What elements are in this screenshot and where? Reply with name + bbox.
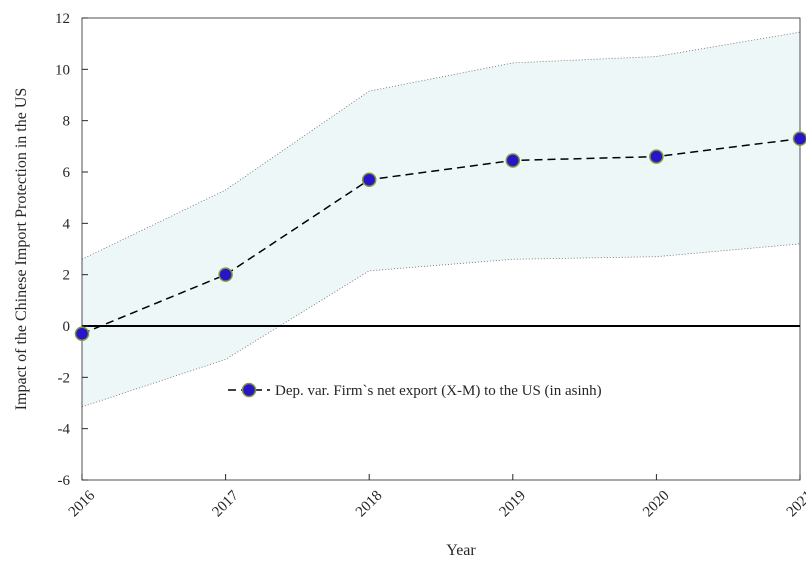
legend-label: Dep. var. Firm`s net export (X-M) to the…: [275, 383, 602, 399]
y-tick-label: 2: [63, 268, 71, 284]
series-line: [81, 137, 801, 335]
plot-frame: [81, 17, 801, 481]
marker: [649, 149, 664, 164]
y-tick-label: 4: [63, 216, 71, 232]
y-tick-label: 12: [55, 11, 70, 27]
marker: [361, 172, 377, 187]
x-tick-label: 2020: [640, 488, 673, 521]
x-axis-label: Year: [446, 542, 476, 559]
marker: [74, 326, 90, 341]
x-tick-label: 2021: [784, 488, 806, 521]
x-tick-label: 2016: [66, 487, 99, 520]
legend-marker: [241, 382, 257, 398]
y-tick-label: -6: [58, 473, 71, 489]
y-tick-label: -4: [58, 422, 71, 438]
band-lower: [81, 243, 801, 408]
x-tick-label: 2018: [353, 488, 386, 521]
marker: [218, 267, 233, 282]
y-tick-label: 10: [55, 62, 70, 78]
y-tick-label: 0: [63, 319, 71, 335]
x-tick-label: 2019: [497, 488, 530, 521]
marker: [792, 131, 806, 146]
y-tick-label: 6: [63, 165, 71, 181]
x-tick-label: 2017: [209, 487, 242, 520]
y-tick-label: 8: [63, 114, 71, 130]
marker: [505, 153, 521, 168]
band-upper: [81, 31, 801, 260]
y-tick-label: -2: [58, 370, 71, 386]
confidence-band: [82, 32, 800, 407]
y-axis-label: Impact of the Chinese Import Protection …: [13, 88, 30, 411]
